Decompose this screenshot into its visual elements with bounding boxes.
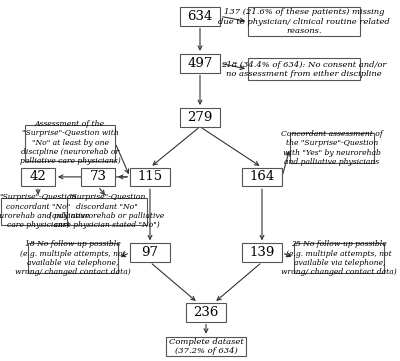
- FancyBboxPatch shape: [25, 125, 115, 161]
- FancyBboxPatch shape: [67, 198, 147, 225]
- FancyBboxPatch shape: [81, 168, 115, 186]
- FancyBboxPatch shape: [1, 198, 75, 225]
- FancyBboxPatch shape: [242, 168, 282, 186]
- FancyBboxPatch shape: [248, 58, 360, 80]
- Text: "Surprise"-Question
concordant "No"
(neurorehab and palliative
care physicians): "Surprise"-Question concordant "No" (neu…: [0, 193, 89, 229]
- Text: 634: 634: [187, 10, 213, 23]
- FancyBboxPatch shape: [248, 7, 360, 36]
- Text: "Surprise"-Question
discordant "No"
(only neurorehab or palliative
care physicia: "Surprise"-Question discordant "No" (onl…: [49, 193, 164, 229]
- Text: Concordant assessment of
the "Surprise"-Question
with "Yes" by neurorehab
and pa: Concordant assessment of the "Surprise"-…: [281, 130, 383, 166]
- Text: 97: 97: [142, 246, 158, 259]
- FancyBboxPatch shape: [180, 7, 220, 26]
- Text: 279: 279: [187, 111, 213, 124]
- Text: 139: 139: [249, 246, 275, 259]
- Text: 497: 497: [187, 57, 213, 70]
- Text: 73: 73: [90, 170, 106, 183]
- Text: 236: 236: [193, 306, 219, 319]
- Text: 42: 42: [30, 170, 46, 183]
- FancyBboxPatch shape: [186, 303, 226, 322]
- Text: 218 (34.4% of 634): No consent and/or
no assessment from either discipline: 218 (34.4% of 634): No consent and/or no…: [221, 61, 387, 78]
- Text: 115: 115: [138, 170, 162, 183]
- Text: Complete dataset
(37.2% of 634): Complete dataset (37.2% of 634): [169, 338, 243, 355]
- FancyBboxPatch shape: [130, 168, 170, 186]
- Text: 18 No follow-up possible
(e.g. multiple attempts, not
available via telephone,
w: 18 No follow-up possible (e.g. multiple …: [15, 240, 131, 276]
- FancyBboxPatch shape: [130, 243, 170, 262]
- Text: Assessment of the
"Surprise"-Question with
"No" at least by one
discipline (neur: Assessment of the "Surprise"-Question wi…: [20, 120, 120, 165]
- FancyBboxPatch shape: [28, 243, 118, 273]
- FancyBboxPatch shape: [290, 133, 374, 163]
- FancyBboxPatch shape: [166, 336, 246, 357]
- FancyBboxPatch shape: [242, 243, 282, 262]
- Text: 137 (21.6% of these patients) missing
due to physician/ clinical routine related: 137 (21.6% of these patients) missing du…: [218, 8, 390, 35]
- Text: 164: 164: [249, 170, 275, 183]
- FancyBboxPatch shape: [21, 168, 55, 186]
- FancyBboxPatch shape: [294, 243, 384, 273]
- Text: 25 No follow-up possible
(e.g. multiple attempts, not
available via telephone,
w: 25 No follow-up possible (e.g. multiple …: [281, 240, 397, 276]
- FancyBboxPatch shape: [180, 108, 220, 127]
- FancyBboxPatch shape: [180, 54, 220, 73]
